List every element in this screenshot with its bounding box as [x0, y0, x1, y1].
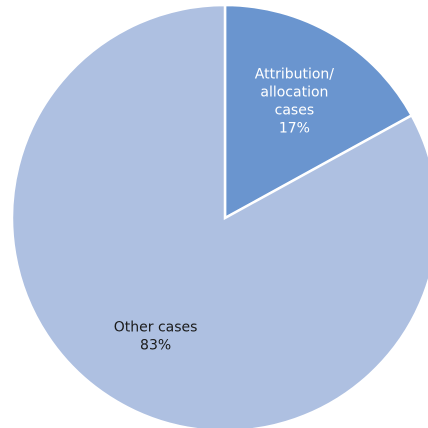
- slice-category-label: Attribution/: [255, 67, 335, 83]
- pie-labels: Attribution/allocation cases 17% Other case…: [114, 67, 335, 354]
- slice-percent-label: 17%: [279, 121, 310, 137]
- slice-category-label: Other cases: [114, 319, 198, 335]
- slice-category-label: cases: [275, 103, 314, 119]
- pie-slice-1: [10, 3, 428, 428]
- slice-percent-label: 83%: [140, 337, 171, 353]
- pie-slices: [10, 3, 428, 428]
- slice-category-label: allocation: [260, 85, 328, 101]
- slice-label-1: Other cases 83%: [114, 319, 198, 353]
- slice-label-0: Attribution/allocation cases 17%: [255, 67, 335, 137]
- pie-slice-0: [223, 3, 414, 221]
